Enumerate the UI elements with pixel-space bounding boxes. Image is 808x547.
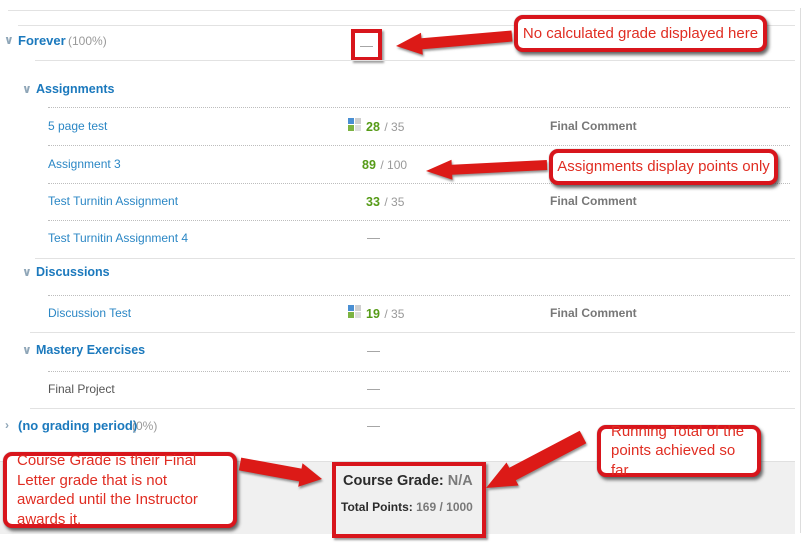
score: 28 / 35	[366, 118, 404, 136]
row-divider	[48, 295, 790, 296]
top-divider-2	[18, 25, 795, 26]
score-earned: 33	[366, 195, 380, 209]
grade-report-icon[interactable]	[348, 305, 361, 318]
course-grade-value: N/A	[447, 473, 473, 489]
period-grade-highlight-box: —	[351, 29, 382, 61]
assignment-link[interactable]: Test Turnitin Assignment	[48, 194, 179, 208]
grading-period-none[interactable]: (no grading period)	[18, 418, 138, 433]
score-max: / 100	[380, 158, 408, 172]
period-grade-dash: —	[367, 418, 380, 433]
score: 89 / 100	[362, 156, 407, 174]
callout-text: No calculated grade displayed here	[522, 24, 759, 42]
row-divider	[48, 371, 790, 372]
total-points: Total Points: 169 / 1000	[341, 500, 473, 514]
section-mastery-exercises[interactable]: Mastery Exercises	[36, 343, 146, 357]
annotation-arrow	[396, 30, 513, 55]
assignment-title: Final Project	[48, 382, 115, 396]
score-dash: —	[367, 381, 380, 396]
assignment-link[interactable]: 5 page test	[48, 119, 108, 133]
callout-no-calculated-grade: No calculated grade displayed here	[514, 15, 767, 52]
course-grade: Course Grade: N/A	[343, 473, 473, 489]
chevron-right-icon[interactable]: ›	[5, 418, 9, 432]
grading-period-forever[interactable]: Forever	[18, 33, 66, 48]
chevron-down-icon[interactable]: ∨	[22, 343, 32, 357]
grade-report-icon[interactable]	[348, 118, 361, 131]
score: 33 / 35	[366, 193, 404, 211]
row-divider	[48, 220, 790, 221]
row-divider	[48, 107, 790, 108]
assignment-link[interactable]: Test Turnitin Assignment 4	[48, 231, 189, 245]
row-divider	[48, 145, 790, 146]
row-divider	[48, 183, 790, 184]
callout-text: Assignments display points only	[557, 158, 770, 176]
total-points-label: Total Points:	[341, 500, 413, 514]
final-comment-label: Final Comment	[550, 306, 637, 320]
score: 19 / 35	[366, 305, 404, 323]
section-assignments[interactable]: Assignments	[36, 82, 115, 96]
course-grade-label: Course Grade:	[343, 473, 444, 489]
period-grade-dash: —	[360, 37, 373, 53]
assignment-link[interactable]: Assignment 3	[48, 157, 121, 171]
chevron-down-icon[interactable]: ∨	[4, 33, 14, 47]
callout-course-grade-explainer: Course Grade is their Final Letter grade…	[3, 452, 237, 528]
top-divider	[8, 10, 795, 11]
score-max: / 35	[384, 307, 405, 321]
score-earned: 19	[366, 307, 380, 321]
section-divider	[30, 408, 795, 409]
score-earned: 89	[362, 158, 376, 172]
total-points-value: 169 / 1000	[416, 500, 473, 514]
callout-text: Running Total of the points achieved so …	[611, 422, 745, 479]
section-divider	[35, 258, 795, 259]
chevron-down-icon[interactable]: ∨	[22, 82, 32, 96]
right-panel-border	[800, 8, 801, 533]
score-dash: —	[367, 230, 380, 245]
callout-text: Course Grade is their Final Letter grade…	[17, 452, 198, 528]
section-divider	[35, 60, 795, 61]
score-earned: 28	[366, 120, 380, 134]
score-max: / 35	[384, 120, 405, 134]
callout-running-total: Running Total of the points achieved so …	[597, 423, 761, 479]
chevron-down-icon[interactable]: ∨	[22, 265, 32, 279]
period-weight: (100%)	[68, 34, 107, 48]
course-grade-highlight-box	[332, 462, 486, 538]
score-max: / 35	[384, 195, 405, 209]
discussion-link[interactable]: Discussion Test	[48, 306, 132, 320]
section-discussions[interactable]: Discussions	[36, 265, 110, 279]
section-grade-dash: —	[367, 343, 380, 358]
annotation-arrow	[426, 159, 548, 180]
period-weight: (0%)	[132, 419, 158, 433]
section-divider	[30, 332, 795, 333]
final-comment-label: Final Comment	[550, 194, 637, 208]
callout-points-only: Assignments display points only	[549, 149, 778, 185]
final-comment-label: Final Comment	[550, 119, 637, 133]
